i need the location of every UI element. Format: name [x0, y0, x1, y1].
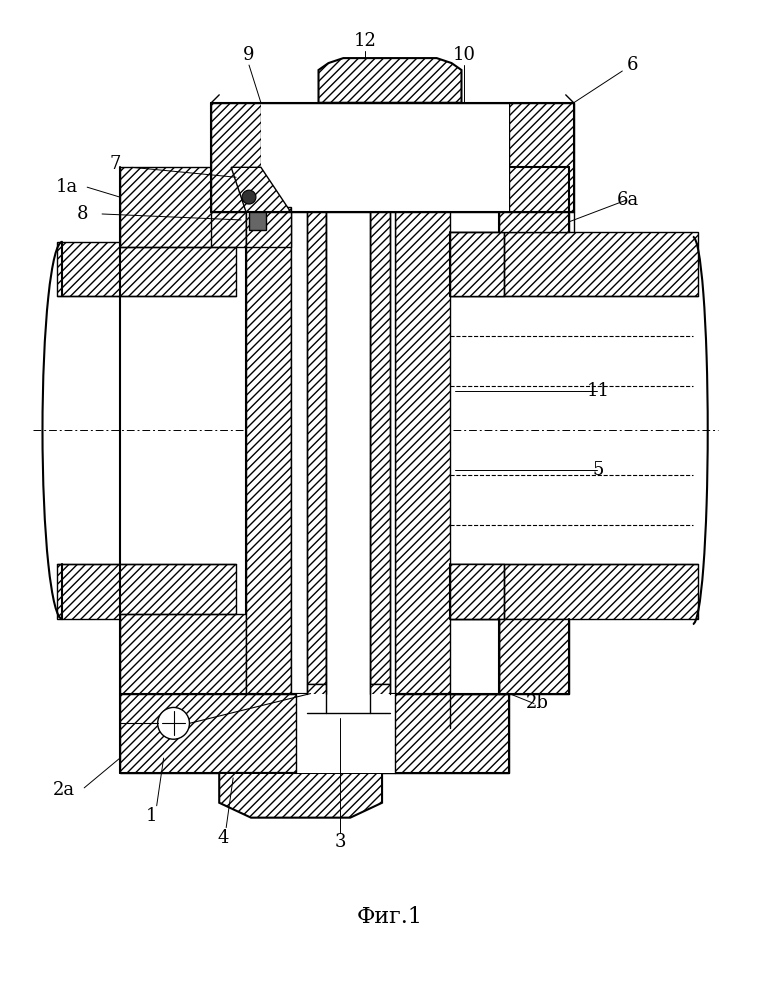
Polygon shape	[231, 167, 291, 212]
Text: 11: 11	[587, 382, 610, 400]
Polygon shape	[509, 103, 573, 212]
Polygon shape	[449, 565, 504, 619]
Text: 4: 4	[218, 829, 229, 846]
Polygon shape	[449, 232, 504, 297]
Polygon shape	[120, 693, 509, 773]
Text: 2a: 2a	[53, 781, 76, 798]
Text: 1: 1	[146, 806, 158, 825]
Text: 7: 7	[109, 155, 121, 174]
Polygon shape	[395, 207, 449, 693]
Polygon shape	[120, 614, 246, 693]
Polygon shape	[307, 683, 390, 713]
Polygon shape	[211, 103, 261, 212]
Polygon shape	[370, 207, 390, 683]
Polygon shape	[249, 212, 266, 230]
Polygon shape	[327, 207, 370, 693]
Text: 2b: 2b	[526, 694, 548, 713]
Polygon shape	[261, 103, 509, 212]
Text: 10: 10	[453, 46, 476, 64]
Text: 9: 9	[243, 46, 255, 64]
Text: 1a: 1a	[56, 178, 79, 196]
Circle shape	[158, 707, 190, 739]
Polygon shape	[318, 58, 462, 103]
Text: 6a: 6a	[617, 191, 640, 209]
Polygon shape	[120, 167, 246, 246]
Polygon shape	[449, 232, 698, 297]
Polygon shape	[58, 565, 236, 619]
Polygon shape	[499, 167, 569, 232]
Text: Фиг.1: Фиг.1	[357, 906, 423, 928]
Text: 5: 5	[593, 462, 604, 479]
Polygon shape	[246, 207, 291, 693]
Polygon shape	[307, 207, 327, 683]
Polygon shape	[291, 207, 395, 693]
Polygon shape	[296, 693, 395, 773]
Polygon shape	[58, 242, 236, 297]
Polygon shape	[449, 565, 698, 619]
Circle shape	[242, 191, 256, 204]
Text: 12: 12	[354, 32, 377, 50]
Text: 3: 3	[335, 834, 346, 851]
Polygon shape	[499, 619, 569, 693]
Text: 8: 8	[76, 205, 88, 223]
Polygon shape	[246, 207, 291, 246]
Text: 6: 6	[626, 56, 638, 74]
Polygon shape	[219, 773, 382, 818]
